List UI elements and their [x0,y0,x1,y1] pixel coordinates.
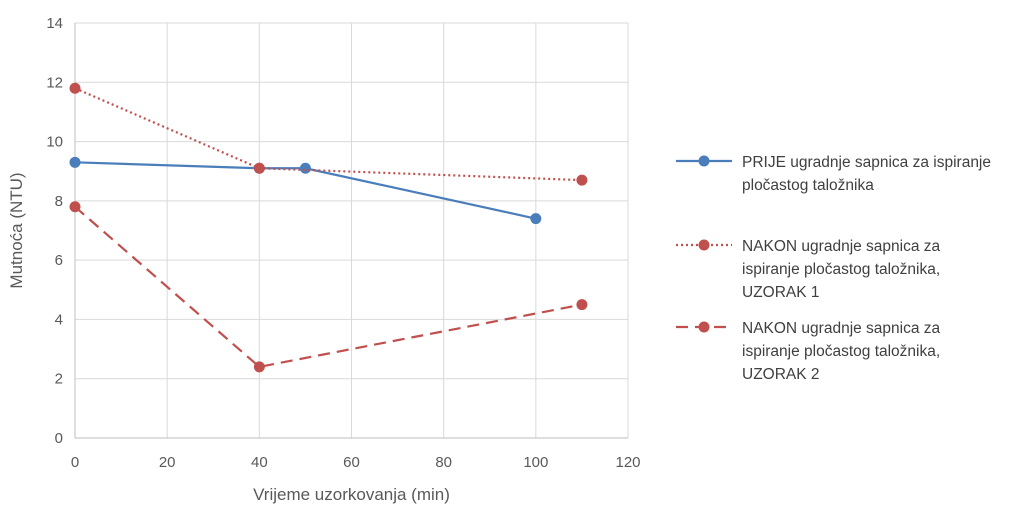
legend-marker [698,155,710,167]
x-tick-label: 100 [523,454,548,471]
legend-label: ispiranje pločastog taložnika, [742,343,940,360]
y-tick-label: 14 [46,15,63,32]
legend-marker [698,321,710,333]
y-tick-label: 2 [55,371,63,388]
x-tick-label: 20 [159,454,176,471]
y-axis-title: Mutnoća (NTU) [7,172,26,288]
data-point [253,162,265,174]
series-1 [69,156,542,225]
x-tick-label: 40 [251,454,268,471]
legend-label: ispiranje pločastog taložnika, [742,261,940,278]
data-point [69,82,81,94]
x-tick-label: 60 [343,454,360,471]
x-tick-label: 0 [71,454,79,471]
series-3 [69,201,588,373]
legend-entry-3: NAKON ugradnje sapnica za ispiranje ploča… [676,320,941,383]
y-tick-label: 0 [55,430,63,447]
series-group [69,82,588,373]
data-point [576,174,588,186]
y-tick-label: 10 [46,134,63,151]
y-tick-label: 12 [46,74,63,91]
grid-lines [74,22,629,439]
legend-label: PRIJE ugradnje sapnica za ispiranje [742,154,991,171]
x-tick-label: 80 [435,454,452,471]
x-tick-label: 120 [615,454,640,471]
series-2 [69,82,588,186]
data-point [299,162,311,174]
series-line [74,87,582,182]
legend-marker [698,239,710,251]
legend-label: UZORAK 1 [742,284,820,301]
legend: PRIJE ugradnje sapnica za ispiranje ploča… [676,154,991,383]
x-axis-title: Vrijeme uzorkovanja (min) [253,485,450,504]
data-point [69,156,81,168]
y-tick-label: 6 [55,252,63,269]
data-point [253,361,265,373]
y-tick-label: 8 [55,193,63,210]
data-point [69,201,81,213]
axes: 0 2 4 6 8 10 12 14 0 20 40 60 80 100 120 Vrijeme uzorko… [7,15,641,504]
legend-label: NAKON ugradnje sapnica za [742,320,941,337]
series-line [74,205,583,368]
data-point [530,213,542,225]
legend-label: UZORAK 2 [742,366,820,383]
legend-label: NAKON ugradnje sapnica za [742,238,941,255]
legend-entry-2: NAKON ugradnje sapnica za ispiranje ploča… [676,238,941,301]
legend-label: pločastog taložnika [742,177,874,194]
y-tick-label: 4 [55,311,63,328]
series-line [74,161,537,220]
data-point [576,299,588,311]
legend-entry-1: PRIJE ugradnje sapnica za ispiranje ploča… [676,154,991,194]
